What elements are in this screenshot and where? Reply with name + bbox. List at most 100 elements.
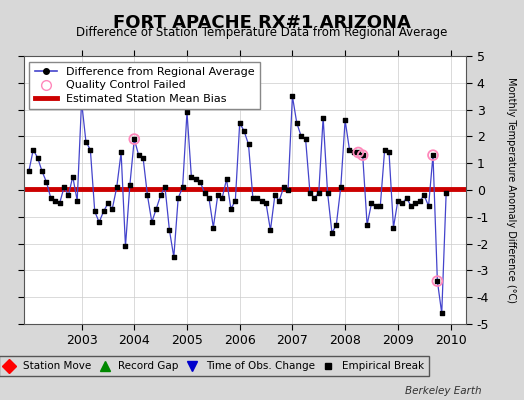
Point [69,173,77,180]
Point [139,155,147,161]
Point [306,190,314,196]
Point [394,198,402,204]
Point [398,200,407,206]
Point [332,222,341,228]
Point [86,146,94,153]
Point [407,203,415,209]
Point [108,206,116,212]
Point [297,133,305,140]
Point [130,136,138,142]
Point [433,278,442,284]
Point [183,109,191,116]
Point [152,206,160,212]
Point [345,146,354,153]
Point [429,152,437,158]
Point [157,192,165,198]
Text: Berkeley Earth: Berkeley Earth [406,386,482,396]
Point [284,187,292,193]
Point [170,254,178,260]
Point [227,206,235,212]
Point [200,190,209,196]
Point [38,168,46,174]
Point [104,200,112,206]
Point [358,152,367,158]
Point [301,136,310,142]
Point [240,128,248,134]
Point [253,195,261,201]
Point [196,179,204,185]
Point [319,114,328,121]
Point [429,152,437,158]
Point [262,200,270,206]
Point [29,146,37,153]
Point [42,179,51,185]
Point [336,184,345,190]
Point [218,195,226,201]
Point [354,149,363,156]
Point [187,173,195,180]
Point [73,198,81,204]
Point [117,149,125,156]
Point [354,149,363,156]
Point [389,224,398,231]
Point [279,184,288,190]
Point [363,222,372,228]
Point [121,243,129,250]
Point [213,192,222,198]
Point [130,136,138,142]
Point [420,192,429,198]
Point [380,146,389,153]
Point [113,184,121,190]
Point [235,120,244,126]
Point [314,190,323,196]
Point [385,149,393,156]
Point [100,208,108,215]
Point [424,203,433,209]
Point [376,203,385,209]
Point [372,203,380,209]
Point [178,184,187,190]
Point [402,195,411,201]
Text: Difference of Station Temperature Data from Regional Average: Difference of Station Temperature Data f… [77,26,447,39]
Point [350,149,358,156]
Point [367,200,376,206]
Point [292,120,301,126]
Point [78,98,86,105]
Point [442,190,450,196]
Point [222,176,231,182]
Point [438,310,446,316]
Point [34,155,42,161]
Point [143,192,151,198]
Point [205,195,213,201]
Point [82,138,90,145]
Point [91,208,99,215]
Point [271,192,279,198]
Point [56,200,64,206]
Point [266,227,275,233]
Point [78,98,86,105]
Point [135,152,143,158]
Point [60,184,68,190]
Point [47,195,55,201]
Point [257,198,266,204]
Point [161,184,169,190]
Point [411,200,420,206]
Point [25,168,33,174]
Point [231,198,239,204]
Point [64,192,73,198]
Point [148,219,156,225]
Y-axis label: Monthly Temperature Anomaly Difference (°C): Monthly Temperature Anomaly Difference (… [506,77,516,303]
Point [244,141,253,148]
Point [433,278,442,284]
Point [165,227,173,233]
Point [358,152,367,158]
Point [209,224,217,231]
Point [416,198,424,204]
Point [323,190,332,196]
Point [192,176,200,182]
Point [341,117,350,124]
Point [249,195,257,201]
Point [275,198,283,204]
Point [174,195,182,201]
Text: FORT APACHE RX#1 ARIZONA: FORT APACHE RX#1 ARIZONA [113,14,411,32]
